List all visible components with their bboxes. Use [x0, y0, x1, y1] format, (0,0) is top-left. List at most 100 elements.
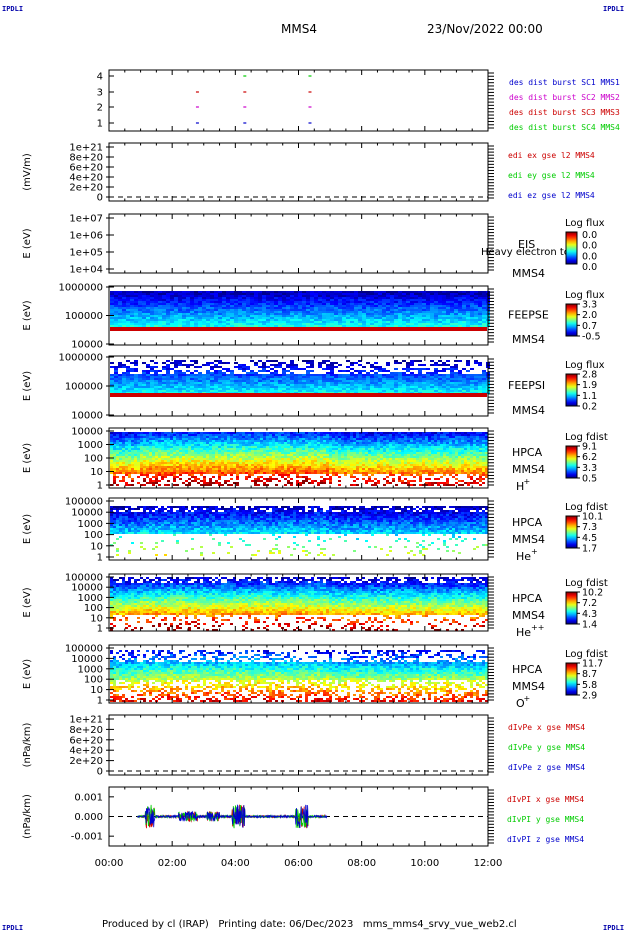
x-tick-label: 10:00: [410, 858, 439, 869]
y-tick-label: 1000: [78, 440, 103, 451]
legend-entry: dIvPe y gse MMS4: [508, 743, 585, 752]
spacecraft-label: MMS4: [512, 333, 545, 346]
colorbar-tick: 11.7: [582, 659, 603, 670]
legend-entry: edi ez gse l2 MMS4: [508, 191, 595, 200]
colorbar-tick: 4.3: [582, 609, 597, 620]
colorbar-tick: 2.0: [582, 310, 597, 321]
y-axis-label: (nPa/km): [22, 794, 33, 839]
y-tick-label: 2e+20: [69, 756, 103, 767]
spectrogram-band: [110, 327, 487, 331]
spectrogram-hpca-he: [110, 506, 488, 556]
spacecraft-label: MMS4: [512, 533, 545, 546]
y-axis-label: (mV/m): [22, 153, 33, 191]
colorbar-tick: 10.1: [582, 512, 603, 523]
instrument-label: EIS: [518, 238, 535, 251]
colorbar-tick: 2.8: [582, 370, 597, 381]
y-tick-label: 10: [90, 685, 103, 696]
y-tick-label: 10000: [71, 427, 103, 438]
overlay-text: Heavy electron to: [481, 247, 570, 258]
species-label: He: [516, 550, 531, 563]
y-tick-label: 0: [97, 767, 103, 778]
y-tick-label: 10000: [71, 583, 103, 594]
x-tick-label: 04:00: [221, 858, 250, 869]
instrument-label: HPCA: [512, 663, 543, 676]
y-axis-label: E (eV): [22, 228, 33, 258]
colorbar-title: Log fdist: [565, 502, 608, 513]
y-axis-label: E (eV): [22, 443, 33, 473]
species-charge: +: [524, 694, 531, 703]
y-tick-label: 3: [97, 88, 103, 99]
y-axis-label: E (eV): [22, 300, 33, 330]
colorbar-tick: 0.0: [582, 230, 597, 241]
spacecraft-label: MMS4: [512, 609, 545, 622]
y-tick-label: 1: [97, 553, 103, 564]
y-tick-label: 1e+21: [69, 715, 103, 726]
y-tick-label: 100000: [65, 382, 103, 393]
y-tick-label: 4: [97, 72, 103, 83]
spectrogram-hpca-o: [110, 650, 488, 702]
colorbar-tick: 6.2: [582, 452, 597, 463]
legend-entry: dIvPI z gse MMS4: [507, 835, 584, 844]
instrument-label: FEEPSI: [508, 379, 545, 392]
header-spacecraft: MMS4: [281, 22, 317, 36]
y-tick-label: 1e+05: [69, 248, 103, 259]
colorbar: [565, 515, 578, 549]
y-tick-label: 100000: [65, 497, 103, 508]
colorbar-title: Log fdist: [565, 649, 608, 660]
y-axis-label: E (eV): [22, 514, 33, 544]
spacecraft-label: MMS4: [512, 680, 545, 693]
colorbar-tick: 0.0: [582, 251, 597, 262]
legend-entry: dIvPe z gse MMS4: [508, 763, 585, 772]
y-tick-label: 10000: [71, 654, 103, 665]
x-tick-label: 02:00: [158, 858, 187, 869]
spacecraft-label: MMS4: [512, 463, 545, 476]
spacecraft-label: MMS4: [512, 404, 545, 417]
x-tick-label: 06:00: [284, 858, 313, 869]
y-axis-label: (nPa/km): [22, 723, 33, 768]
colorbar-tick: 0.5: [582, 474, 597, 485]
corner-label-bottom-right: IPDLI: [603, 924, 625, 932]
y-tick-label: 10000: [71, 411, 103, 422]
footer-text: Produced by cl (IRAP) Printing date: 06/…: [102, 919, 517, 930]
colorbar-tick: 3.3: [582, 463, 597, 474]
panel-frame-9: [108, 714, 489, 776]
y-axis-label: E (eV): [22, 659, 33, 689]
y-axis-label: E (eV): [22, 371, 33, 401]
y-tick-label: 1e+04: [69, 265, 103, 276]
colorbar: [565, 662, 578, 696]
legend-entry: dIvPe x gse MMS4: [508, 723, 585, 732]
y-tick-label: 6e+20: [69, 735, 103, 746]
colorbar-tick: 7.2: [582, 598, 597, 609]
colorbar: [565, 591, 578, 625]
colorbar-tick: 3.3: [582, 300, 597, 311]
legend-entry: des dist burst SC4 MMS4: [509, 123, 620, 132]
spectrogram-band: [110, 393, 487, 397]
y-tick-label: 0: [97, 193, 103, 204]
x-tick-label: 12:00: [474, 858, 503, 869]
y-tick-label: 0.000: [74, 812, 103, 823]
colorbar-tick: 0.0: [582, 262, 597, 273]
colorbar-tick: 4.5: [582, 533, 597, 544]
y-tick-label: 0.001: [74, 792, 103, 803]
colorbar-tick: 0.0: [582, 241, 597, 252]
y-tick-label: 1000: [78, 593, 103, 604]
y-tick-label: 10: [90, 541, 103, 552]
colorbar-tick: 1.1: [582, 391, 597, 402]
species-charge: ++: [531, 623, 544, 632]
colorbar: [565, 445, 578, 479]
y-tick-label: 100: [84, 675, 103, 686]
colorbar-title: Log flux: [565, 290, 605, 301]
colorbar-tick: 2.9: [582, 691, 597, 702]
y-tick-label: 100000: [65, 644, 103, 655]
colorbar-tick: 9.1: [582, 442, 597, 453]
colorbar-tick: 5.8: [582, 680, 597, 691]
y-axis-label: E (eV): [22, 587, 33, 617]
spacecraft-label: MMS4: [512, 267, 545, 280]
y-tick-label: 1: [97, 119, 103, 130]
y-tick-label: 4e+20: [69, 746, 103, 757]
x-tick-label: 08:00: [347, 858, 376, 869]
colorbar-title: Log flux: [565, 360, 605, 371]
y-tick-label: 1: [97, 696, 103, 707]
y-tick-label: 10000: [71, 340, 103, 351]
instrument-label: HPCA: [512, 446, 543, 459]
